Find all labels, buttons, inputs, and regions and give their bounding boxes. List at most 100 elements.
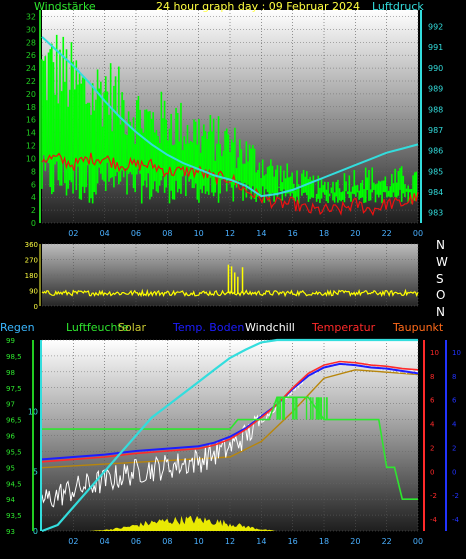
wind-tick-label: 24 xyxy=(26,64,36,73)
humidity-tick-label: 96 xyxy=(6,433,15,441)
top-x-tick-label: 12 xyxy=(225,229,235,238)
humidity-tick-label: 98,5 xyxy=(6,353,22,361)
wind-tick-label: 22 xyxy=(26,77,36,86)
wind-tick-label: 32 xyxy=(26,12,36,21)
top-x-tick-label: 00 xyxy=(413,229,423,238)
top-x-tick-label: 14 xyxy=(256,229,266,238)
temp-blue-tick-label: 0 xyxy=(452,468,456,476)
axes-group: 0246810121416182022242628303298398498598… xyxy=(6,10,461,546)
top-x-tick-label: 06 xyxy=(131,229,141,238)
temp-blue-tick-label: 6 xyxy=(452,397,457,405)
bottom-x-tick-label: 06 xyxy=(131,537,141,546)
compass-w: W xyxy=(436,255,448,269)
bottom-x-tick-label: 02 xyxy=(68,537,78,546)
wind-tick-label: 10 xyxy=(26,154,36,163)
wind-tick-label: 16 xyxy=(26,116,36,125)
top-x-tick-label: 18 xyxy=(319,229,329,238)
rain-tick-label: 5 xyxy=(33,467,38,476)
temp-red-tick-label: -4 xyxy=(430,516,438,524)
legend-solar: Solar xyxy=(118,321,147,334)
pressure-tick-label: 991 xyxy=(428,43,443,52)
compass-n-bottom: N xyxy=(436,305,445,319)
wind-tick-label: 0 xyxy=(31,219,36,228)
top-x-tick-label: 16 xyxy=(288,229,298,238)
bottom-x-tick-label: 16 xyxy=(288,537,298,546)
wind-tick-label: 4 xyxy=(31,193,36,202)
humidity-tick-label: 97 xyxy=(6,401,15,409)
compass-o: O xyxy=(436,288,445,302)
direction-tick-label: 270 xyxy=(25,257,38,265)
top-x-tick-label: 02 xyxy=(68,229,78,238)
humidity-tick-label: 95,5 xyxy=(6,448,22,456)
bottom-series-group xyxy=(41,338,419,533)
bottom-x-tick-label: 04 xyxy=(100,537,110,546)
wind-tick-label: 28 xyxy=(26,38,36,47)
pressure-tick-label: 992 xyxy=(428,23,443,32)
pressure-label: Luftdruck xyxy=(372,0,424,13)
bottom-x-tick-label: 18 xyxy=(319,537,329,546)
compass-s: S xyxy=(436,272,444,286)
pressure-tick-label: 989 xyxy=(428,85,443,94)
top-x-tick-label: 04 xyxy=(100,229,110,238)
wind-tick-label: 8 xyxy=(31,167,36,176)
top-series-group xyxy=(41,34,419,217)
temp-blue-tick-label: 4 xyxy=(452,421,457,429)
pressure-tick-label: 986 xyxy=(428,147,443,156)
temp-blue-tick-label: -4 xyxy=(452,516,460,524)
rain-line xyxy=(41,338,418,533)
legend-temp-boden: Temp. Boden xyxy=(172,321,244,334)
bottom-x-tick-label: 10 xyxy=(194,537,204,546)
top-x-tick-label: 08 xyxy=(162,229,172,238)
legend-taupunkt: Taupunkt xyxy=(392,321,444,334)
wind-tick-label: 18 xyxy=(26,103,36,112)
bottom-x-tick-label: 14 xyxy=(256,537,266,546)
temp-blue-tick-label: 10 xyxy=(452,349,461,357)
temp-red-tick-label: 0 xyxy=(430,468,434,476)
direction-tick-label: 90 xyxy=(29,288,38,296)
humidity-tick-label: 94,5 xyxy=(6,480,22,488)
legend-windchill: Windchill xyxy=(245,321,295,334)
wind-direction-line xyxy=(41,288,419,298)
temp-red-tick-label: 8 xyxy=(430,373,434,381)
temp-blue-tick-label: -2 xyxy=(452,492,459,500)
humidity-tick-label: 96,5 xyxy=(6,417,22,425)
bottom-x-tick-label: 00 xyxy=(413,537,423,546)
temp-blue-tick-label: 8 xyxy=(452,373,456,381)
bottom-x-tick-label: 20 xyxy=(350,537,360,546)
temp-red-tick-label: 6 xyxy=(430,397,435,405)
rain-tick-label: 0 xyxy=(33,527,38,536)
top-x-tick-label: 20 xyxy=(350,229,360,238)
direction-tick-label: 180 xyxy=(25,272,38,280)
pressure-tick-label: 987 xyxy=(428,126,443,135)
humidity-tick-label: 94 xyxy=(6,496,15,504)
legend-luftfeuchte: Luftfeuchte xyxy=(66,321,129,334)
wind-tick-label: 14 xyxy=(26,129,36,138)
wind-tick-label: 2 xyxy=(31,206,36,215)
bottom-x-tick-label: 08 xyxy=(162,537,172,546)
humidity-tick-label: 97,5 xyxy=(6,385,22,393)
direction-tick-label: 360 xyxy=(25,241,38,249)
wind-tick-label: 30 xyxy=(26,25,36,34)
legend-regen: Regen xyxy=(0,321,35,334)
top-x-tick-label: 10 xyxy=(194,229,204,238)
wind-tick-label: 26 xyxy=(26,51,36,60)
wind-tick-label: 6 xyxy=(31,180,36,189)
chart-title: 24 hour graph day : 09 Februar 2024 xyxy=(156,0,360,13)
bottom-x-tick-label: 22 xyxy=(382,537,392,546)
wind-tick-label: 12 xyxy=(26,142,36,151)
pressure-tick-label: 990 xyxy=(428,64,443,73)
middle-series-group xyxy=(41,264,419,298)
temp-red-tick-label: -2 xyxy=(430,492,437,500)
humidity-tick-label: 93,5 xyxy=(6,512,22,520)
legend-temperatur: Temperatur xyxy=(311,321,376,334)
direction-tick-label: 0 xyxy=(34,303,38,311)
temperature-line xyxy=(41,360,419,463)
top-plot-area xyxy=(42,10,418,223)
top-x-tick-label: 22 xyxy=(382,229,392,238)
bottom-x-tick-label: 12 xyxy=(225,537,235,546)
temp-red-tick-label: 2 xyxy=(430,444,434,452)
pressure-tick-label: 983 xyxy=(428,209,443,218)
compass-n-top: N xyxy=(436,238,445,252)
